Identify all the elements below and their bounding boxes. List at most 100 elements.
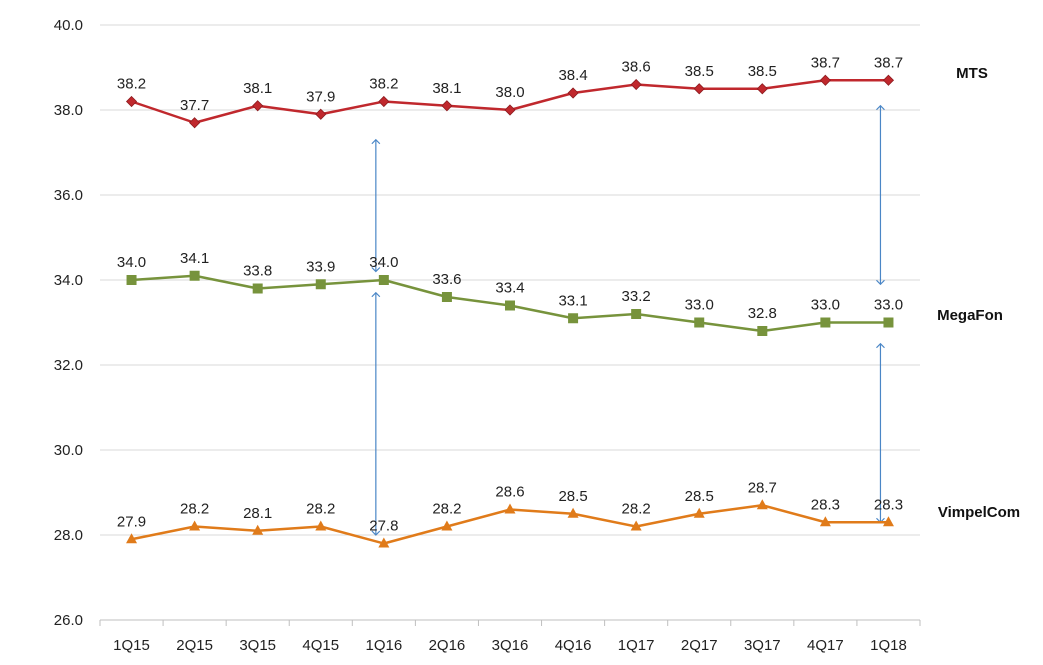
- series-name-label: VimpelCom: [938, 504, 1020, 521]
- axes: 26.0 28.0 30.0 32.0 34.0 36.0 38.0 40.0 1Q15 2Q15…: [54, 17, 921, 654]
- data-point: [567, 507, 579, 518]
- data-point: [820, 317, 831, 328]
- data-point: [315, 108, 327, 120]
- data-label: 38.5: [748, 63, 777, 80]
- data-point: [378, 537, 390, 548]
- data-label: 38.1: [243, 80, 272, 97]
- data-label: 28.5: [558, 488, 587, 505]
- data-label: 28.3: [811, 496, 840, 513]
- data-label: 38.7: [811, 54, 840, 71]
- data-label: 38.2: [117, 76, 146, 93]
- data-label: 38.5: [685, 63, 714, 80]
- data-label: 32.8: [748, 305, 777, 322]
- data-point: [568, 313, 579, 324]
- x-tick-label: 2Q15: [176, 637, 213, 654]
- data-point: [505, 300, 515, 311]
- data-label: 33.2: [622, 288, 651, 305]
- data-point: [189, 270, 200, 281]
- data-point: [567, 87, 579, 99]
- data-point: [883, 317, 894, 328]
- data-label: 28.5: [685, 488, 714, 505]
- data-label: 38.7: [874, 54, 903, 71]
- data-point: [441, 520, 453, 531]
- data-label: 38.1: [432, 80, 461, 97]
- data-point: [126, 275, 137, 285]
- x-tick-label: 4Q16: [555, 637, 592, 654]
- x-tick-label: 1Q15: [113, 637, 150, 654]
- x-tick-label: 1Q16: [365, 637, 402, 654]
- y-tick-label: 28.0: [54, 527, 83, 544]
- data-point: [819, 74, 831, 86]
- data-label: 34.0: [117, 254, 146, 271]
- x-tick-label: 4Q17: [807, 637, 844, 654]
- data-point: [315, 520, 327, 531]
- y-tick-label: 34.0: [54, 272, 83, 289]
- data-labels: 38.2 37.7 38.1 37.9 38.2 38.1 38.0 38.4 38.6 38.5…: [117, 54, 1020, 534]
- data-label: 27.8: [369, 518, 398, 535]
- data-label: 33.1: [558, 292, 587, 309]
- data-label: 37.9: [306, 88, 335, 105]
- data-label: 27.9: [117, 513, 146, 530]
- data-label: 28.2: [432, 501, 461, 518]
- data-label: 34.0: [369, 254, 398, 271]
- data-label: 33.9: [306, 258, 335, 275]
- data-label: 38.4: [558, 67, 587, 84]
- data-point: [694, 317, 705, 328]
- data-label: 34.1: [180, 250, 209, 267]
- y-tick-label: 32.0: [54, 357, 83, 374]
- y-tick-label: 30.0: [54, 442, 83, 459]
- data-label: 33.0: [685, 297, 714, 314]
- data-label: 28.2: [306, 501, 335, 518]
- data-point: [757, 326, 768, 336]
- y-tick-label: 40.0: [54, 17, 83, 34]
- x-tick-label: 4Q15: [302, 637, 339, 654]
- y-tick-label: 26.0: [54, 612, 83, 629]
- y-tick-label: 38.0: [54, 102, 83, 119]
- data-label: 33.0: [874, 297, 903, 314]
- data-label: 28.1: [243, 505, 272, 522]
- data-point: [441, 292, 452, 302]
- data-point: [756, 83, 768, 95]
- data-point: [882, 516, 894, 527]
- data-point: [378, 95, 390, 108]
- data-point: [252, 100, 264, 112]
- data-label: 33.8: [243, 263, 272, 280]
- data-point: [756, 499, 768, 510]
- x-tick-label: 2Q16: [429, 637, 466, 654]
- data-point: [378, 275, 389, 285]
- y-tick-label: 36.0: [54, 187, 83, 204]
- data-label: 28.7: [748, 479, 777, 496]
- data-point: [631, 309, 642, 319]
- data-label: 33.0: [811, 297, 840, 314]
- series-name-label: MTS: [956, 65, 988, 82]
- data-label: 38.2: [369, 76, 398, 93]
- data-label: 28.3: [874, 496, 903, 513]
- data-point: [630, 78, 642, 91]
- x-tick-label: 1Q17: [618, 637, 655, 654]
- data-point: [441, 100, 453, 112]
- data-point: [315, 279, 326, 290]
- annotation-arrows: [371, 104, 885, 536]
- data-label: 38.6: [622, 59, 651, 76]
- data-point: [819, 516, 831, 527]
- data-point: [504, 104, 516, 116]
- x-tick-label: 3Q15: [239, 637, 276, 654]
- data-point: [125, 95, 138, 108]
- x-tick-label: 2Q17: [681, 637, 718, 654]
- data-point: [126, 533, 138, 544]
- series-lines: [125, 74, 895, 548]
- data-point: [630, 520, 642, 531]
- data-point: [882, 74, 895, 86]
- x-tick-label: 1Q18: [870, 637, 907, 654]
- data-label: 28.2: [180, 501, 209, 518]
- data-point: [189, 117, 201, 129]
- data-point: [693, 83, 705, 95]
- data-label: 38.0: [495, 84, 524, 101]
- data-point: [504, 503, 516, 514]
- data-point: [252, 283, 263, 294]
- data-point: [693, 507, 705, 518]
- data-label: 37.7: [180, 97, 209, 114]
- data-label: 33.6: [432, 271, 461, 288]
- x-tick-label: 3Q16: [492, 637, 529, 654]
